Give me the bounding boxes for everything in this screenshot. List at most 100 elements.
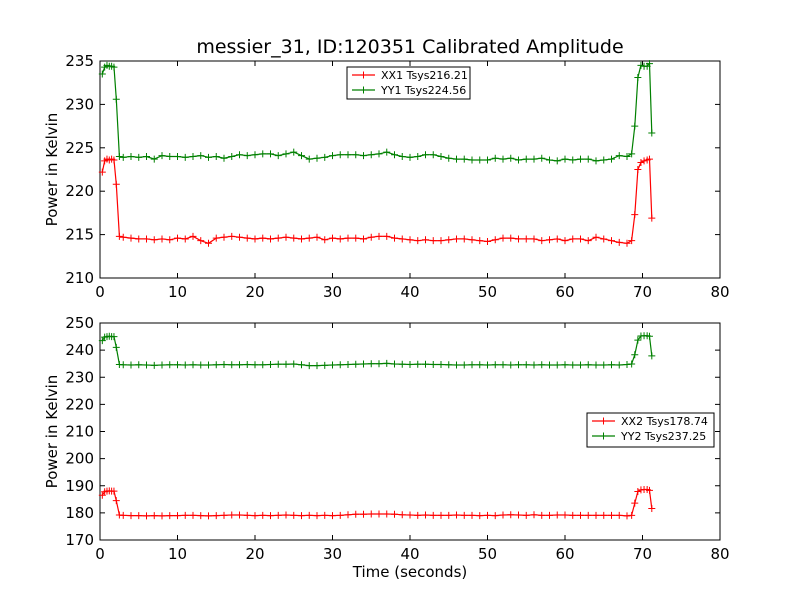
top-series-yy-point (577, 155, 584, 163)
top-series-yy-point (637, 61, 645, 69)
bottom-series-yy-point (259, 361, 267, 369)
bottom-series-xx-point (414, 511, 422, 519)
bottom-y-tick-label: 210 (65, 423, 94, 441)
top-series-yy-point (476, 156, 484, 164)
bottom-series-xx-point (623, 512, 631, 520)
bottom-series-yy-point (243, 361, 251, 369)
top-series-xx-point (189, 232, 197, 240)
top-series-yy-point (584, 155, 592, 163)
top-series-yy-point (220, 154, 228, 162)
bottom-series-yy-point (228, 361, 236, 369)
bottom-series-xx-point (205, 512, 212, 520)
top-series-xx-point (360, 235, 367, 243)
top-series-xx-point (321, 236, 329, 244)
bottom-series-xx-point (561, 511, 569, 519)
top-series-yy-point (305, 155, 313, 163)
bottom-y-tick-label: 200 (65, 450, 94, 468)
bottom-series-xx-point (336, 511, 344, 519)
top-series-yy-point (135, 153, 143, 161)
top-series-xx-point (484, 238, 491, 246)
bottom-series-yy-point (530, 361, 538, 369)
bottom-series-yy-point (110, 333, 118, 341)
bottom-series-yy-point (220, 361, 228, 369)
top-series-xx-point (608, 237, 615, 245)
top-series-xx-point (546, 236, 553, 244)
top-series-yy-point (569, 156, 577, 164)
bottom-series-xx-point (577, 511, 584, 519)
bottom-series-yy-point (484, 361, 491, 369)
bottom-series-yy-point (305, 362, 313, 370)
bottom-series-xx-point (367, 510, 375, 518)
bottom-series-yy-point (398, 360, 406, 368)
top-series-yy-line (101, 62, 653, 162)
top-series-yy-point (367, 151, 375, 159)
bottom-series-xx-point (398, 511, 406, 519)
bottom-series-yy-point (290, 360, 298, 368)
bottom-series-xx-point (220, 511, 228, 519)
bottom-series-yy-point (158, 361, 166, 369)
bottom-series-yy-point (561, 361, 569, 369)
top-series-xx-point (375, 232, 383, 240)
top-series-yy-point (383, 148, 391, 156)
bottom-y-tick-label: 170 (65, 531, 94, 549)
bottom-series-yy-point (499, 361, 507, 369)
bottom-series-xx-point (243, 511, 251, 519)
bottom-series-yy-point (538, 361, 546, 369)
top-series-xx-point (422, 236, 429, 244)
top-series-yy-point (158, 152, 166, 160)
bottom-series-yy (98, 332, 656, 370)
top-legend-marker (360, 86, 367, 94)
top-series-xx-point (476, 237, 484, 245)
top-series-yy-point (437, 152, 445, 160)
top-series-yy-point (530, 155, 538, 163)
bottom-series-xx-point (634, 487, 642, 495)
top-series-yy-point (398, 152, 406, 160)
top-series-xx-line (101, 158, 653, 244)
top-x-tick-label: 10 (168, 283, 187, 301)
bottom-series-xx-point (437, 511, 445, 519)
top-series-yy-point (445, 154, 453, 162)
top-series-yy-point (189, 152, 197, 160)
top-series-yy-point (98, 70, 106, 78)
bottom-series-xx-point (406, 511, 414, 519)
bottom-series-xx-point (329, 512, 336, 520)
bottom-series-xx-point (127, 512, 135, 520)
top-series-yy-point (352, 151, 360, 159)
bottom-x-tick-label: 40 (400, 545, 419, 563)
top-series-yy-point (628, 150, 636, 158)
bottom-series-yy-point (406, 361, 414, 369)
bottom-series-yy-point (634, 336, 642, 344)
top-series-xx-point (298, 235, 305, 243)
top-series-xx-point (228, 232, 236, 240)
top-series-yy-point (546, 156, 553, 164)
bottom-series-yy-point (383, 359, 391, 367)
bottom-series-xx-point (484, 511, 491, 519)
bottom-legend: XX2 Tsys178.74 YY2 Tsys237.25 (586, 412, 715, 448)
bottom-y-tick-label: 240 (65, 341, 94, 359)
bottom-series-yy-point (352, 360, 360, 368)
bottom-series-xx-point (212, 512, 220, 520)
bottom-y-tick-label: 220 (65, 395, 94, 413)
bottom-series-yy-point (445, 361, 453, 369)
bottom-series-yy-point (600, 361, 608, 369)
bottom-series-yy-point (391, 360, 398, 368)
bottom-series-yy-point (546, 361, 553, 369)
top-series-xx-point (429, 237, 437, 245)
bottom-series-xx-point (476, 512, 484, 520)
bottom-series-yy-point (329, 361, 336, 369)
top-series-yy-point (119, 153, 127, 161)
top-y-tick-label: 225 (65, 139, 94, 157)
bottom-series-xx-point (166, 512, 174, 520)
bottom-series-yy-point (282, 360, 290, 368)
top-x-tick-label: 80 (710, 283, 729, 301)
top-series-xx-point (623, 239, 631, 247)
bottom-legend-marker (600, 432, 607, 440)
bottom-series-xx-point (290, 511, 298, 519)
bottom-series-xx-point (174, 512, 181, 520)
bottom-series-yy-point (205, 361, 212, 369)
bottom-series-yy-point (437, 361, 445, 369)
top-series-xx-point (305, 234, 313, 242)
top-y-tick-label: 230 (65, 95, 94, 113)
top-y-tick-label: 210 (65, 269, 94, 287)
bottom-series-xx-point (197, 512, 205, 520)
